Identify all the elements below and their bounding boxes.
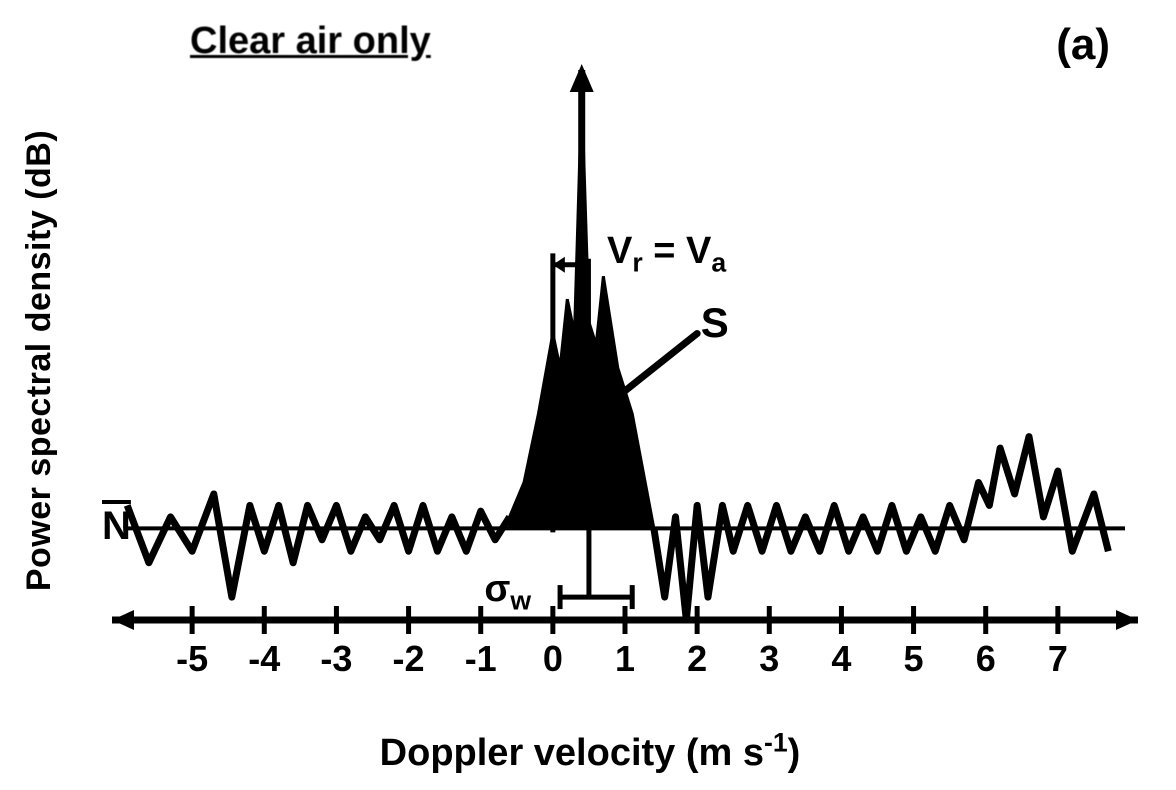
x-tick-label: 5 <box>904 638 924 680</box>
y-axis-label: Power spectral density (dB) <box>21 129 60 590</box>
y-axis-label-wrap: Power spectral density (dB) <box>20 50 60 670</box>
noise-label: N <box>102 504 131 549</box>
x-axis-label: Doppler velocity (m s-1) <box>210 727 970 775</box>
x-tick-label: 3 <box>759 638 779 680</box>
x-tick-label: 2 <box>687 638 707 680</box>
sigma-w-label: σw <box>484 568 531 617</box>
x-tick-label: -2 <box>393 638 425 680</box>
panel-label: (a) <box>1056 20 1110 70</box>
chart-container: Power spectral density (dB) Doppler velo… <box>10 10 1166 780</box>
chart-title: Clear air only <box>190 20 431 63</box>
x-tick-label: 6 <box>976 638 996 680</box>
x-tick-label: -5 <box>176 638 208 680</box>
x-axis-label-text: Doppler velocity (m s-1) <box>380 732 801 774</box>
signal-label: S <box>701 299 729 347</box>
vr-label: Vr = Va <box>607 230 726 279</box>
x-tick-label: -4 <box>248 638 280 680</box>
plot-area: Clear air only (a) N S Vr = Va σw -5 -4 -3… <box>100 20 1150 700</box>
x-tick-label: -1 <box>465 638 497 680</box>
x-tick-label: -3 <box>320 638 352 680</box>
chart-svg <box>100 20 1150 700</box>
x-tick-label: 1 <box>615 638 635 680</box>
x-tick-label: 7 <box>1048 638 1068 680</box>
x-tick-label: 4 <box>831 638 851 680</box>
x-tick-label: 0 <box>543 638 563 680</box>
